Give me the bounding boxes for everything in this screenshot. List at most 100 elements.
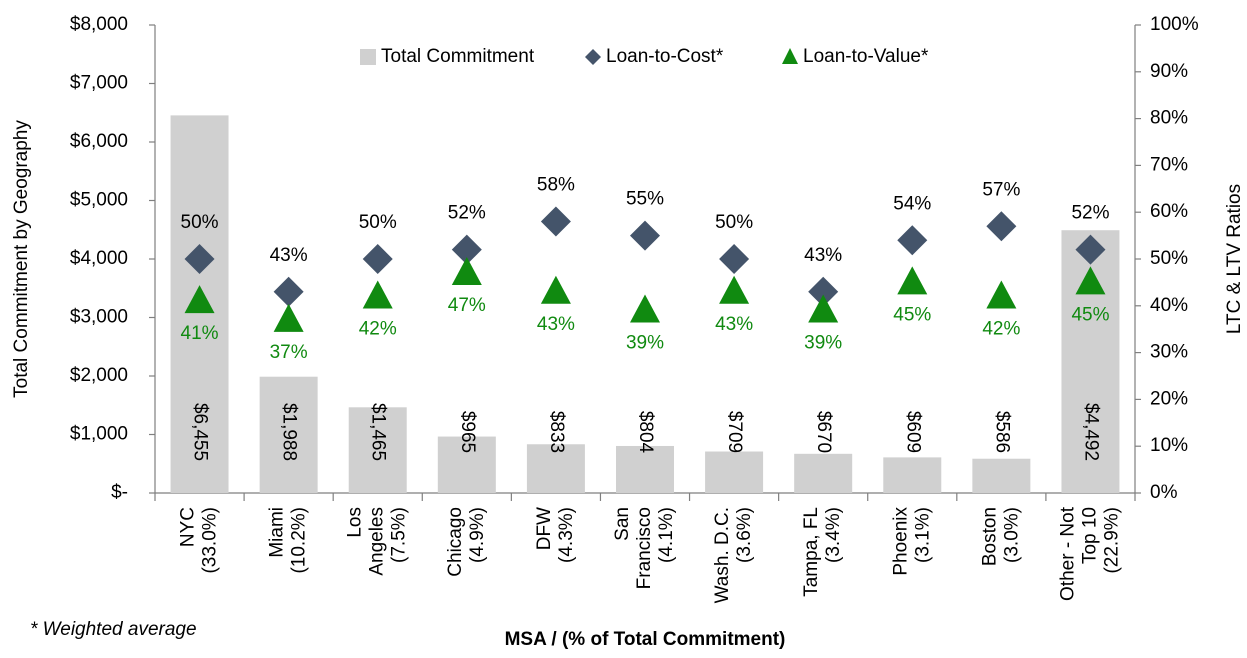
legend-label: Loan-to-Value* [803,46,929,67]
ltv-marker [184,285,215,314]
bar-label: $804 [635,411,656,454]
bar-label: $709 [724,411,745,453]
bar-label: $965 [457,411,478,453]
x-tick-label: Chicago(4.9%) [445,507,488,577]
ltv-label: 45% [893,304,931,325]
x-tick-label: NYC(33.0%) [178,507,221,574]
y-tick-label: $3,000 [70,307,128,328]
y2-tick-label: 90% [1150,61,1188,82]
ltv-marker [273,303,304,332]
x-tick-label-line: DFW [534,507,555,550]
x-tick-label-line: Angeles [367,507,388,576]
bar [705,451,764,493]
bar [616,445,674,493]
y-axis-title: Total Commitment by Geography [11,120,32,398]
ltc-marker [451,234,482,265]
ltv-label: 42% [982,318,1020,339]
y2-tick-label: 20% [1150,388,1188,409]
x-tick-label: LosAngeles(7.5%) [345,507,410,576]
legend-label: Total Commitment [381,46,535,67]
x-tick-label-line: NYC [178,507,199,547]
ltv-label: 39% [804,332,842,353]
x-tick-label-line: Other - Not [1057,506,1078,601]
x-tick-label-line: (7.5%) [389,507,410,563]
x-tick-label-line: (22.9%) [1101,507,1122,574]
ltv-label: 45% [1071,304,1109,325]
ltv-label: 39% [626,332,664,353]
x-tick-label-line: Francisco [634,507,655,589]
ltc-marker [1075,234,1106,265]
ltc-marker [808,276,839,307]
bar-label: $6,455 [190,403,211,461]
legend-swatch [585,49,601,65]
y-tick-label: $2,000 [70,365,128,386]
y-tick-label: $4,000 [70,248,128,269]
x-tick-label: Miami(10.2%) [267,507,310,574]
bar-label: $670 [813,411,834,453]
y2-tick-label: 30% [1150,342,1188,363]
legend-swatch [360,49,376,65]
y2-tick-label: 60% [1150,201,1188,222]
x-tick-label-line: Boston [979,507,1000,566]
y2-tick-label: 0% [1150,482,1178,503]
legend-swatch [782,48,798,64]
y2-tick-label: 10% [1150,435,1188,456]
ltc-marker [540,206,571,237]
ltv-label: 37% [270,342,308,363]
bar-label: $4,492 [1080,403,1101,461]
x-tick-label-line: (33.0%) [200,507,221,574]
bar [883,457,942,493]
ltv-marker [451,257,482,286]
ltc-label: 50% [181,212,219,233]
y2-tick-label: 70% [1150,154,1188,175]
x-tick-label: Other - NotTop 10(22.9%) [1057,506,1122,601]
ltv-label: 43% [537,314,575,335]
x-tick-label-line: San [612,507,633,541]
ltv-marker [1075,266,1106,295]
bar [526,444,585,493]
y-tick-label: $8,000 [70,14,128,35]
bar-label: $586 [991,411,1012,453]
x-tick-label: Wash. D.C.(3.6%) [712,507,755,603]
y-tick-label: $- [111,482,128,503]
x-tick-label-line: (3.4%) [823,507,844,563]
x-tick-label-line: Chicago [445,507,466,577]
x-tick-label-line: Tampa, FL [801,507,822,597]
ltc-marker [184,244,215,274]
ltv-marker [719,275,750,304]
ltc-label: 43% [804,245,842,266]
ltv-label: 42% [359,318,397,339]
ltc-label: 55% [626,189,664,210]
bar-label: $1,465 [368,403,389,461]
ltc-label: 57% [982,179,1020,200]
ltc-label: 50% [715,212,753,233]
x-tick-label-line: (4.3%) [556,507,577,563]
ltc-label: 54% [893,193,931,214]
x-tick-label-line: Los [345,507,366,538]
ltc-marker [719,244,750,274]
x-tick-label-line: (3.6%) [734,507,755,563]
bar [348,407,407,493]
x-tick-label: SanFrancisco(4.1%) [612,507,677,589]
x-tick-label: Boston(3.0%) [979,507,1022,566]
footnote: * Weighted average [30,619,197,640]
x-tick-label-line: Miami [267,507,288,558]
ltc-marker [630,220,660,251]
y2-tick-label: 100% [1150,14,1199,35]
bar-label: $609 [902,411,923,453]
y2-tick-label: 50% [1150,248,1188,269]
ltv-marker [986,280,1017,309]
ltv-marker [540,275,571,304]
ltv-marker [630,294,660,323]
bar [437,436,496,493]
ltv-marker [362,280,393,309]
ltv-label: 43% [715,314,753,335]
x-tick-label: DFW(4.3%) [534,507,577,563]
x-tick-label-line: Top 10 [1079,507,1100,564]
x-tick-label: Tampa, FL(3.4%) [801,507,844,597]
ltv-label: 41% [181,323,219,344]
y2-tick-label: 80% [1150,108,1188,129]
ltc-marker [362,244,393,274]
bar [794,453,853,493]
